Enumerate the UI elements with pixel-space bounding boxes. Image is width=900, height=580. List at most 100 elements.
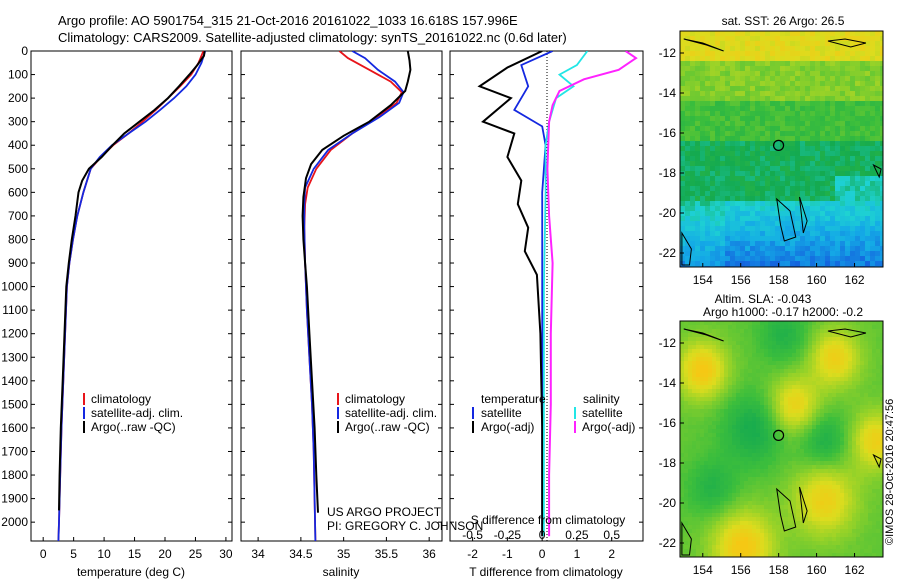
- map-cell: [730, 246, 736, 252]
- map-cell: [836, 429, 841, 434]
- map-cell: [864, 377, 869, 382]
- map-cell: [748, 373, 753, 378]
- map-cell: [705, 251, 711, 257]
- map-cell: [812, 421, 817, 426]
- map-cell: [808, 469, 813, 474]
- map-cell: [756, 533, 761, 538]
- map-cell: [696, 361, 701, 366]
- map-cell: [800, 413, 805, 418]
- map-cell: [768, 385, 773, 390]
- map-cell: [776, 489, 781, 494]
- map-cell: [720, 41, 726, 47]
- map-cell: [845, 171, 851, 177]
- map-cell: [775, 186, 781, 192]
- map-cell: [816, 337, 821, 342]
- map-cell: [792, 465, 797, 470]
- map-cell: [816, 493, 821, 498]
- map-cell: [864, 413, 869, 418]
- map-cell: [856, 397, 861, 402]
- map-cell: [824, 421, 829, 426]
- map-cell: [850, 196, 856, 202]
- map-cell: [756, 509, 761, 514]
- map-cell: [860, 525, 865, 530]
- map-cell: [880, 421, 883, 426]
- map-cell: [680, 86, 686, 92]
- map-cell: [784, 369, 789, 374]
- map-cell: [784, 405, 789, 410]
- map-cell: [784, 437, 789, 442]
- map-cell: [692, 513, 697, 518]
- map-cell: [832, 329, 837, 334]
- map-cell: [830, 86, 836, 92]
- map-cell: [755, 71, 761, 77]
- map-cell: [692, 521, 697, 526]
- map-cell: [744, 433, 749, 438]
- map-cell: [810, 111, 816, 117]
- map-cell: [848, 509, 853, 514]
- map-cell: [860, 533, 865, 538]
- map-cell: [840, 485, 845, 490]
- map-cell: [684, 333, 689, 338]
- map-cell: [748, 437, 753, 442]
- map-cell: [725, 206, 731, 212]
- map-cell: [732, 509, 737, 514]
- map-cell: [850, 141, 856, 147]
- map-cell: [736, 497, 741, 502]
- map-cell: [690, 191, 696, 197]
- map-cell: [860, 393, 865, 398]
- map-cell: [712, 345, 717, 350]
- map-cell: [832, 365, 837, 370]
- map-cell: [835, 256, 841, 262]
- map-cell: [744, 401, 749, 406]
- map-cell: [748, 509, 753, 514]
- map-cell: [720, 361, 725, 366]
- map-cell: [805, 86, 811, 92]
- map-cell: [755, 236, 761, 242]
- map-cell: [868, 489, 873, 494]
- map-cell: [735, 156, 741, 162]
- map-cell: [684, 509, 689, 514]
- map-cell: [780, 385, 785, 390]
- map-cell: [840, 373, 845, 378]
- map-cell: [740, 46, 746, 52]
- map-cell: [724, 321, 729, 326]
- map-cell: [805, 196, 811, 202]
- map-cell: [756, 525, 761, 530]
- map-cell: [688, 481, 693, 486]
- map-cell: [720, 509, 725, 514]
- map-cell: [744, 485, 749, 490]
- map-cell: [835, 111, 841, 117]
- map-cell: [740, 226, 746, 232]
- map-cell: [688, 389, 693, 394]
- map-cell: [792, 349, 797, 354]
- map-cell: [832, 469, 837, 474]
- map-cell: [864, 429, 869, 434]
- map-cell: [848, 397, 853, 402]
- map-cell: [705, 181, 711, 187]
- map-cell: [825, 211, 831, 217]
- map-cell: [852, 321, 857, 326]
- map-cell: [720, 231, 726, 237]
- map-cell: [860, 401, 865, 406]
- map-cell: [696, 513, 701, 518]
- map-cell: [868, 361, 873, 366]
- map-cell: [788, 465, 793, 470]
- map-cell: [765, 136, 771, 142]
- map-cell: [825, 156, 831, 162]
- map-cell: [784, 329, 789, 334]
- map-cell: [795, 61, 801, 67]
- map-cell: [716, 393, 721, 398]
- map-cell: [836, 381, 841, 386]
- map-cell: [756, 497, 761, 502]
- map-cell: [700, 389, 705, 394]
- map-cell: [740, 56, 746, 62]
- map-cell: [870, 226, 876, 232]
- map-cell: [760, 349, 765, 354]
- map-cell: [704, 393, 709, 398]
- map-cell: [816, 357, 821, 362]
- map-cell: [808, 413, 813, 418]
- map-cell: [864, 373, 869, 378]
- map-cell: [830, 156, 836, 162]
- x-tick-label: 0: [40, 547, 47, 561]
- map-cell: [728, 493, 733, 498]
